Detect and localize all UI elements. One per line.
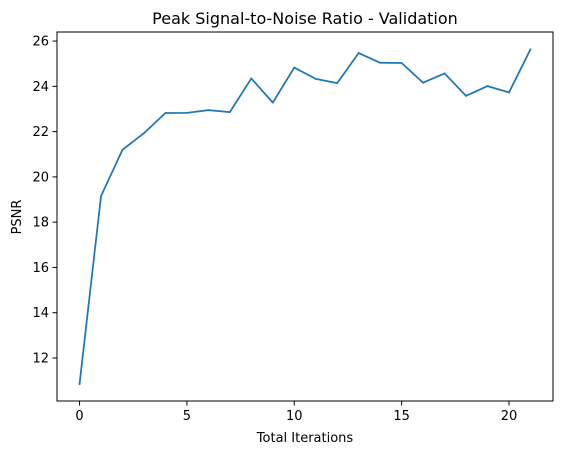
y-tick-label: 12 xyxy=(32,351,49,366)
data-point xyxy=(508,91,510,94)
y-tick-label: 14 xyxy=(32,306,49,321)
data-point xyxy=(271,101,274,104)
data-point xyxy=(121,148,124,151)
data-point xyxy=(486,85,489,87)
data-point xyxy=(143,132,145,135)
data-point xyxy=(228,111,231,114)
y-tick-label: 26 xyxy=(32,35,49,50)
axes-frame xyxy=(56,31,554,402)
data-point xyxy=(207,109,210,111)
y-tick-label: 24 xyxy=(32,80,49,95)
x-tick-label: 20 xyxy=(501,409,518,424)
x-tick-label: 5 xyxy=(183,409,191,424)
plot-area: 0 5 10 15 20 12 14 16 18 20 22 24 26 xyxy=(32,31,554,424)
chart-title: Peak Signal-to-Noise Ratio - Validation xyxy=(152,9,458,28)
data-point xyxy=(379,61,382,64)
data-point xyxy=(100,195,102,198)
data-point xyxy=(293,66,296,69)
data-point xyxy=(314,77,317,80)
x-tick-label: 0 xyxy=(75,409,83,424)
data-point xyxy=(529,48,532,51)
data-point xyxy=(465,94,467,97)
data-point xyxy=(357,52,360,54)
data-point xyxy=(186,111,188,114)
y-tick-label: 20 xyxy=(32,170,49,185)
y-tick-label: 18 xyxy=(32,216,49,231)
data-point xyxy=(164,112,167,114)
data-point xyxy=(336,82,339,85)
data-point xyxy=(78,383,81,385)
data-point xyxy=(400,62,403,64)
x-tick-label: 10 xyxy=(286,409,303,424)
data-point xyxy=(250,77,253,80)
y-tick-label: 16 xyxy=(32,261,49,276)
x-axis-label: Total Iterations xyxy=(256,431,354,446)
y-axis-label: PSNR xyxy=(10,200,25,235)
series-line xyxy=(78,48,532,385)
x-tick-label: 15 xyxy=(393,409,410,424)
y-tick-label: 22 xyxy=(32,125,49,140)
data-point xyxy=(422,81,424,84)
data-point xyxy=(443,72,446,75)
